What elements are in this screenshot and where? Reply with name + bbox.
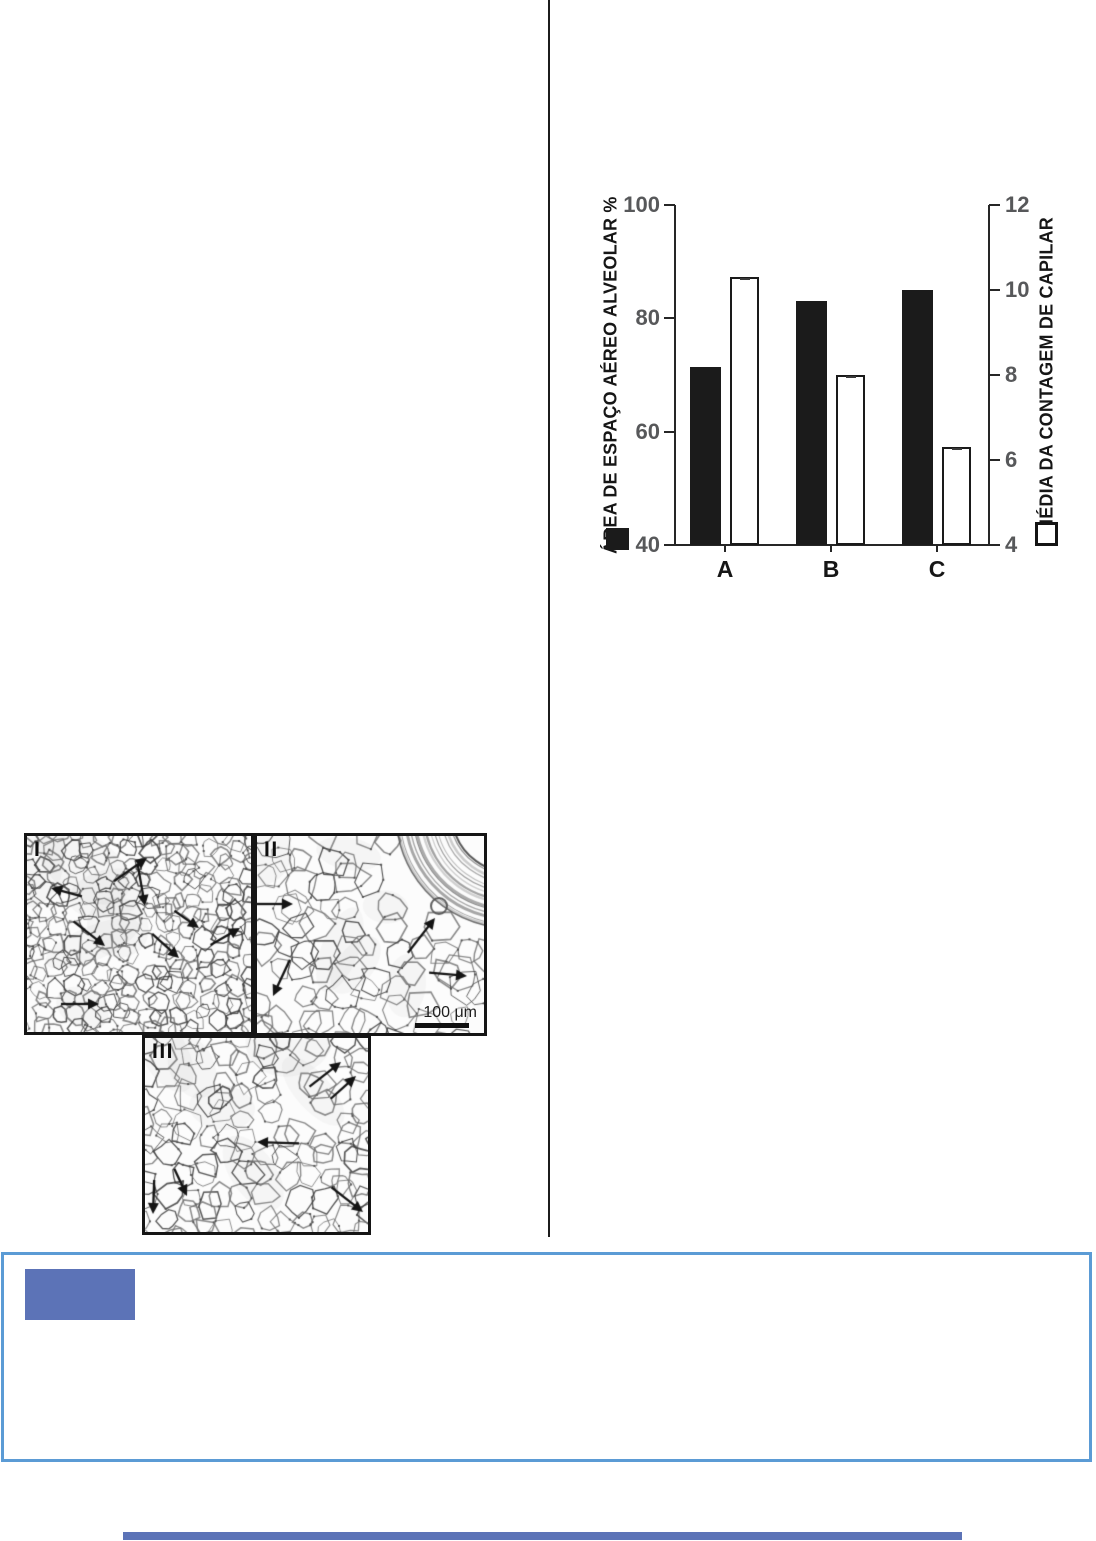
- right-axis-tick: [989, 204, 1000, 206]
- right-axis-tick: [989, 544, 1000, 546]
- left-axis-tick: [664, 204, 675, 206]
- right-axis-tick-label: 12: [1005, 192, 1030, 217]
- left-axis-label: ÁREA DE ESPAÇO AÉREO ALVEOLAR %: [600, 196, 621, 555]
- right-axis-tick: [989, 374, 1000, 376]
- left-axis-tick-label: 100: [623, 192, 660, 217]
- scale-bar-label: 100 μm: [423, 1004, 477, 1021]
- bar-filled-b: [796, 301, 827, 545]
- category-label: C: [928, 556, 946, 582]
- right-axis-tick-label: 10: [1005, 277, 1030, 302]
- bar-open-c: [942, 447, 971, 545]
- left-axis-tick-label: 60: [635, 418, 660, 444]
- callout-box: [1, 1252, 1092, 1462]
- column-divider: [548, 0, 550, 1237]
- right-axis-tick-label: 4: [1005, 532, 1018, 557]
- right-axis-tick-label: 6: [1005, 447, 1018, 472]
- micrograph-canvas-i: [27, 836, 251, 1032]
- bar-open-b: [836, 375, 865, 545]
- bar-open-a: [730, 277, 759, 545]
- scale-bar-line: [415, 1023, 469, 1028]
- category-tick: [724, 545, 726, 552]
- micrograph-canvas-iii: [145, 1038, 368, 1232]
- right-axis-tick: [989, 289, 1000, 291]
- category-tick: [936, 545, 938, 552]
- left-axis-tick: [664, 317, 675, 320]
- right-axis-tick: [989, 459, 1000, 461]
- left-axis-tick: [664, 430, 675, 433]
- micrograph-panel-ii: II 100 μm: [254, 833, 487, 1036]
- category-label: A: [716, 556, 734, 582]
- micrograph-canvas-ii: [257, 836, 484, 1033]
- callout-accent-rect: [25, 1269, 135, 1320]
- panel-label-iii: III: [152, 1040, 175, 1063]
- x-axis-line: [674, 544, 990, 546]
- category-tick: [830, 545, 832, 552]
- scale-bar: 100 μm: [415, 1004, 479, 1028]
- legend-marker-open-series: [1035, 522, 1058, 546]
- footer-rule: [123, 1532, 962, 1540]
- panel-label-ii: II: [264, 838, 279, 861]
- left-axis-tick: [664, 544, 675, 546]
- micrograph-panel-iii: III: [142, 1035, 371, 1235]
- error-bar-cap: [845, 376, 856, 378]
- micrograph-panel-i: I: [24, 833, 254, 1035]
- bar-filled-c: [902, 290, 933, 545]
- error-bar-cap: [739, 278, 750, 281]
- panel-label-i: I: [34, 838, 42, 861]
- error-bar-cap: [951, 448, 962, 451]
- left-axis-tick-label: 80: [635, 305, 660, 331]
- left-axis-tick-label: 40: [635, 532, 660, 557]
- bar-filled-a: [690, 366, 721, 545]
- dual-axis-bar-chart: ÁREA DE ESPAÇO AÉREO ALVEOLAR % MÉDIA DA…: [600, 192, 1070, 592]
- left-axis-line: [674, 205, 676, 546]
- category-label: B: [822, 556, 840, 582]
- right-axis-tick-label: 8: [1005, 362, 1018, 387]
- legend-marker-filled-series: [606, 528, 629, 550]
